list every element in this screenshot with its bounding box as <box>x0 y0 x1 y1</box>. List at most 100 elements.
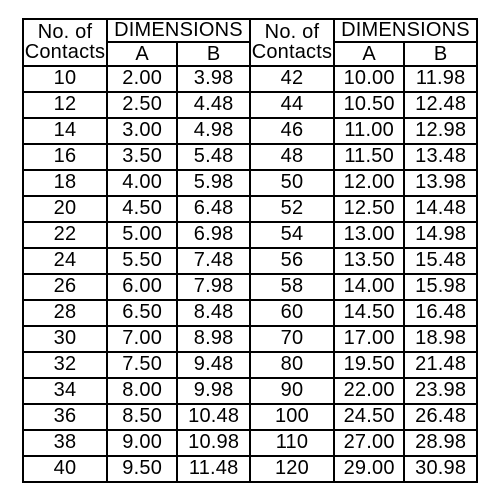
dimensions-table-container: No. of Contacts DIMENSIONS No. of Contac… <box>0 0 500 483</box>
cell-contacts: 38 <box>23 430 107 456</box>
dimensions-table: No. of Contacts DIMENSIONS No. of Contac… <box>22 18 478 483</box>
header-text: No. of <box>265 21 320 43</box>
table-row: 28 6.50 8.48 60 14.50 16.48 <box>23 300 477 326</box>
cell-contacts: 110 <box>250 430 334 456</box>
cell-dim-a: 24.50 <box>334 404 404 430</box>
cell-contacts: 36 <box>23 404 107 430</box>
cell-dim-b: 12.48 <box>404 92 477 118</box>
table-row: 26 6.00 7.98 58 14.00 15.98 <box>23 274 477 300</box>
table-row: 16 3.50 5.48 48 11.50 13.48 <box>23 144 477 170</box>
header-text: No. of <box>38 21 93 43</box>
cell-dim-b: 8.98 <box>177 326 250 352</box>
cell-contacts: 46 <box>250 118 334 144</box>
cell-contacts: 48 <box>250 144 334 170</box>
cell-dim-a: 5.50 <box>107 248 177 274</box>
cell-contacts: 90 <box>250 378 334 404</box>
cell-dim-b: 28.98 <box>404 430 477 456</box>
table-body: 10 2.00 3.98 42 10.00 11.98 12 2.50 4.48… <box>23 66 477 482</box>
cell-dim-a: 11.50 <box>334 144 404 170</box>
cell-dim-a: 14.00 <box>334 274 404 300</box>
cell-dim-b: 9.48 <box>177 352 250 378</box>
cell-contacts: 70 <box>250 326 334 352</box>
cell-dim-b: 11.48 <box>177 456 250 482</box>
col-header-dimensions-right: DIMENSIONS <box>334 19 477 42</box>
cell-dim-b: 14.48 <box>404 196 477 222</box>
cell-contacts: 40 <box>23 456 107 482</box>
cell-dim-a: 12.00 <box>334 170 404 196</box>
cell-dim-a: 12.50 <box>334 196 404 222</box>
cell-dim-a: 10.00 <box>334 66 404 92</box>
cell-contacts: 26 <box>23 274 107 300</box>
table-row: 34 8.00 9.98 90 22.00 23.98 <box>23 378 477 404</box>
cell-contacts: 44 <box>250 92 334 118</box>
cell-dim-b: 18.98 <box>404 326 477 352</box>
header-text: Contacts <box>252 41 333 63</box>
cell-dim-a: 27.00 <box>334 430 404 456</box>
cell-contacts: 54 <box>250 222 334 248</box>
cell-dim-b: 5.98 <box>177 170 250 196</box>
cell-dim-a: 6.50 <box>107 300 177 326</box>
cell-dim-a: 11.00 <box>334 118 404 144</box>
cell-dim-a: 8.50 <box>107 404 177 430</box>
cell-dim-b: 3.98 <box>177 66 250 92</box>
cell-dim-b: 15.98 <box>404 274 477 300</box>
cell-contacts: 56 <box>250 248 334 274</box>
cell-dim-b: 5.48 <box>177 144 250 170</box>
cell-contacts: 58 <box>250 274 334 300</box>
cell-dim-a: 13.50 <box>334 248 404 274</box>
cell-dim-a: 3.50 <box>107 144 177 170</box>
cell-dim-b: 10.48 <box>177 404 250 430</box>
table-row: 32 7.50 9.48 80 19.50 21.48 <box>23 352 477 378</box>
cell-contacts: 42 <box>250 66 334 92</box>
cell-contacts: 16 <box>23 144 107 170</box>
cell-contacts: 20 <box>23 196 107 222</box>
cell-contacts: 100 <box>250 404 334 430</box>
col-header-a-left: A <box>107 42 177 65</box>
cell-dim-b: 4.48 <box>177 92 250 118</box>
col-header-no-of-contacts-right: No. of Contacts <box>250 19 334 66</box>
cell-contacts: 34 <box>23 378 107 404</box>
table-row: 24 5.50 7.48 56 13.50 15.48 <box>23 248 477 274</box>
table-row: 14 3.00 4.98 46 11.00 12.98 <box>23 118 477 144</box>
cell-dim-b: 13.98 <box>404 170 477 196</box>
cell-dim-b: 8.48 <box>177 300 250 326</box>
cell-contacts: 12 <box>23 92 107 118</box>
cell-dim-b: 14.98 <box>404 222 477 248</box>
cell-dim-b: 30.98 <box>404 456 477 482</box>
table-row: 18 4.00 5.98 50 12.00 13.98 <box>23 170 477 196</box>
cell-contacts: 28 <box>23 300 107 326</box>
table-row: 36 8.50 10.48 100 24.50 26.48 <box>23 404 477 430</box>
cell-dim-b: 16.48 <box>404 300 477 326</box>
cell-contacts: 52 <box>250 196 334 222</box>
table-row: 10 2.00 3.98 42 10.00 11.98 <box>23 66 477 92</box>
cell-dim-b: 15.48 <box>404 248 477 274</box>
cell-dim-b: 9.98 <box>177 378 250 404</box>
cell-dim-a: 6.00 <box>107 274 177 300</box>
table-row: 40 9.50 11.48 120 29.00 30.98 <box>23 456 477 482</box>
cell-dim-b: 23.98 <box>404 378 477 404</box>
cell-dim-b: 6.98 <box>177 222 250 248</box>
cell-dim-a: 4.50 <box>107 196 177 222</box>
cell-dim-b: 10.98 <box>177 430 250 456</box>
cell-dim-a: 29.00 <box>334 456 404 482</box>
cell-contacts: 60 <box>250 300 334 326</box>
cell-contacts: 50 <box>250 170 334 196</box>
header-text: Contacts <box>25 41 106 63</box>
cell-dim-a: 13.00 <box>334 222 404 248</box>
col-header-b-left: B <box>177 42 250 65</box>
table-row: 38 9.00 10.98 110 27.00 28.98 <box>23 430 477 456</box>
cell-dim-a: 9.00 <box>107 430 177 456</box>
cell-contacts: 80 <box>250 352 334 378</box>
cell-dim-a: 17.00 <box>334 326 404 352</box>
col-header-b-right: B <box>404 42 477 65</box>
cell-dim-a: 19.50 <box>334 352 404 378</box>
cell-dim-b: 4.98 <box>177 118 250 144</box>
cell-dim-b: 7.48 <box>177 248 250 274</box>
cell-contacts: 14 <box>23 118 107 144</box>
cell-dim-a: 5.00 <box>107 222 177 248</box>
col-header-a-right: A <box>334 42 404 65</box>
cell-dim-a: 9.50 <box>107 456 177 482</box>
col-header-dimensions-left: DIMENSIONS <box>107 19 250 42</box>
table-row: 30 7.00 8.98 70 17.00 18.98 <box>23 326 477 352</box>
cell-dim-b: 26.48 <box>404 404 477 430</box>
